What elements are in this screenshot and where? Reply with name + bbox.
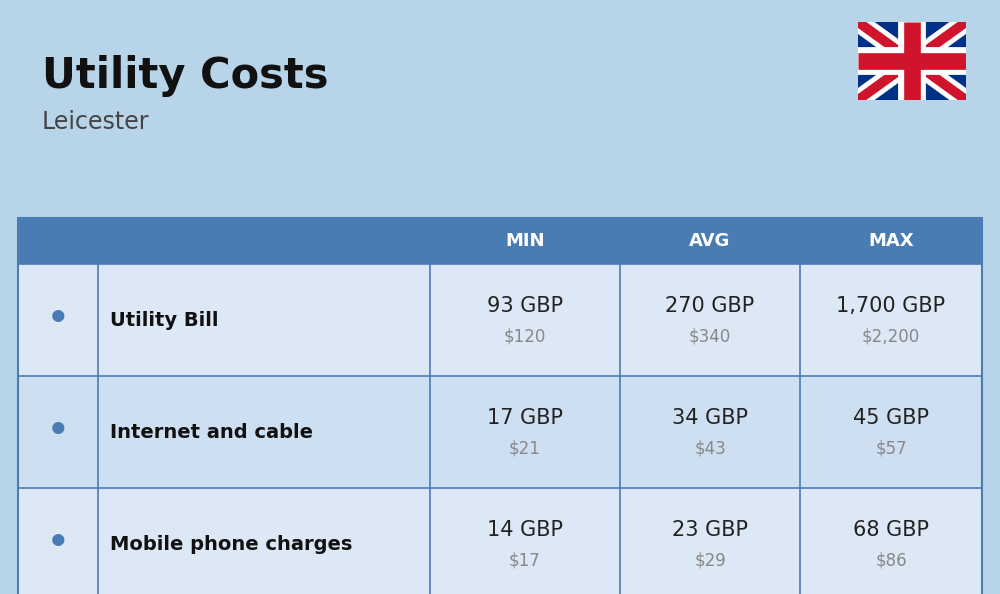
Text: $86: $86 xyxy=(875,551,907,569)
Text: 45 GBP: 45 GBP xyxy=(853,408,929,428)
Text: $120: $120 xyxy=(504,327,546,345)
Bar xyxy=(18,218,982,594)
Text: $43: $43 xyxy=(694,439,726,457)
Text: MIN: MIN xyxy=(505,232,545,250)
Bar xyxy=(18,488,982,594)
Text: Mobile phone charges: Mobile phone charges xyxy=(110,535,352,554)
Bar xyxy=(858,22,966,100)
Text: Leicester: Leicester xyxy=(42,110,150,134)
Text: Utility Costs: Utility Costs xyxy=(42,55,328,97)
Bar xyxy=(18,218,982,264)
Text: $21: $21 xyxy=(509,439,541,457)
Text: MAX: MAX xyxy=(868,232,914,250)
Text: 34 GBP: 34 GBP xyxy=(672,408,748,428)
Text: 17 GBP: 17 GBP xyxy=(487,408,563,428)
Text: AVG: AVG xyxy=(689,232,731,250)
Text: •: • xyxy=(46,523,70,565)
Text: $57: $57 xyxy=(875,439,907,457)
Bar xyxy=(18,376,982,488)
Text: 270 GBP: 270 GBP xyxy=(665,296,755,316)
Text: •: • xyxy=(46,299,70,341)
Text: •: • xyxy=(46,411,70,453)
Text: 68 GBP: 68 GBP xyxy=(853,520,929,540)
Bar xyxy=(858,22,966,100)
Text: $2,200: $2,200 xyxy=(862,327,920,345)
Text: 14 GBP: 14 GBP xyxy=(487,520,563,540)
Text: Internet and cable: Internet and cable xyxy=(110,422,313,441)
Text: $17: $17 xyxy=(509,551,541,569)
Text: 1,700 GBP: 1,700 GBP xyxy=(836,296,946,316)
Text: 23 GBP: 23 GBP xyxy=(672,520,748,540)
Text: $340: $340 xyxy=(689,327,731,345)
Text: Utility Bill: Utility Bill xyxy=(110,311,218,330)
Text: 93 GBP: 93 GBP xyxy=(487,296,563,316)
Text: $29: $29 xyxy=(694,551,726,569)
Bar xyxy=(18,264,982,376)
